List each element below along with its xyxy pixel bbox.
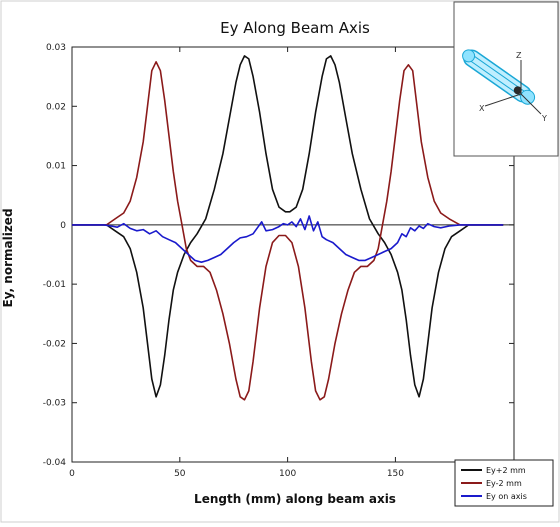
beam-structure-icon: [462, 49, 536, 105]
series-line-3: [72, 215, 504, 263]
y-tick-label: -0.03: [43, 399, 66, 409]
x-tick-label: 0: [69, 469, 75, 479]
geometry-inset: Z X Y: [453, 1, 559, 157]
x-axis: 0 50 100 150: [69, 47, 404, 479]
y-tick-label: 0.02: [46, 102, 66, 112]
legend-label-2: Ey-2 mm: [486, 479, 522, 488]
series-group: [72, 55, 504, 401]
y-axis-label: Ey, normalized: [1, 208, 15, 307]
y-tick-label: 0: [60, 221, 66, 231]
y-tick-label: 0.01: [46, 162, 66, 172]
legend-label-1: Ey+2 mm: [486, 466, 526, 475]
x-tick-label: 150: [387, 469, 404, 479]
chart-title: Ey Along Beam Axis: [220, 19, 370, 37]
y-tick-label: -0.04: [43, 458, 67, 468]
series-line-2: [72, 61, 504, 401]
legend-label-3: Ey on axis: [486, 492, 527, 501]
y-tick-label: 0.03: [46, 43, 66, 53]
plot-frame: [71, 46, 515, 463]
axes-triad-icon: Z X Y: [479, 51, 547, 123]
inset-y-label: Y: [541, 114, 547, 123]
y-tick-label: -0.02: [43, 339, 66, 349]
x-axis-label: Length (mm) along beam axis: [194, 492, 396, 506]
x-tick-label: 50: [174, 469, 186, 479]
series-line-1: [72, 55, 504, 398]
inset-x-label: X: [479, 104, 485, 113]
x-tick-label: 100: [279, 469, 296, 479]
plot-area: 0.03 0.02 0.01 0 -0.01 -0.02 -0.03 -0.04 0 50 100…: [43, 43, 515, 479]
y-tick-label: -0.01: [43, 280, 66, 290]
inset-z-label: Z: [516, 51, 522, 60]
legend: Ey+2 mm Ey-2 mm Ey on axis: [454, 459, 554, 507]
